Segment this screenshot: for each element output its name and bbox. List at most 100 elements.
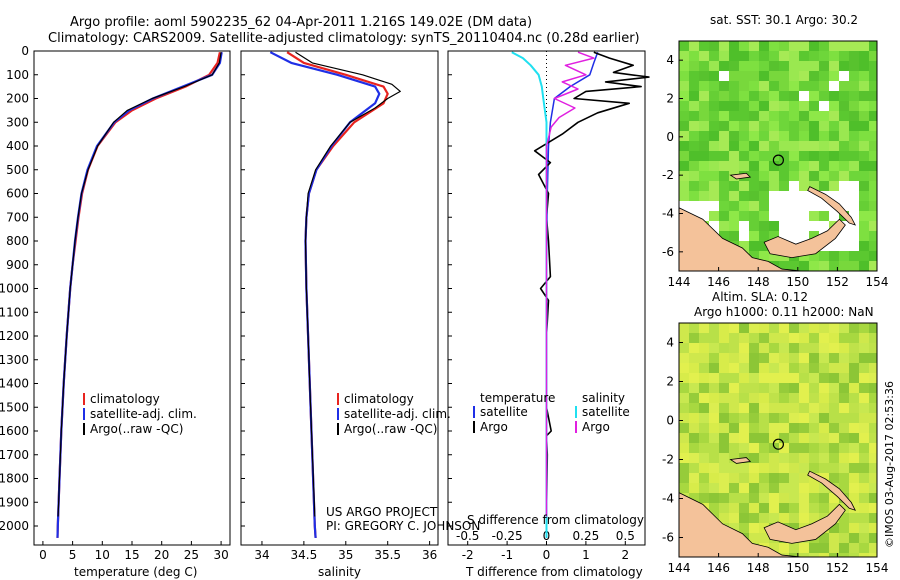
map-cell: [759, 131, 770, 142]
map-cell: [869, 131, 877, 142]
map-cell: [759, 181, 770, 192]
map-cell: [709, 443, 720, 454]
map-cell: [769, 503, 780, 514]
map-cell: [779, 201, 790, 212]
map-cell: [689, 171, 700, 182]
map-cell: [719, 111, 730, 122]
map-cell: [719, 423, 730, 434]
land-new-britain: [763, 218, 846, 258]
map-cell: [849, 383, 860, 394]
map-cell: [729, 373, 740, 384]
map-cell: [849, 191, 860, 202]
map-cell: [739, 493, 750, 504]
map-cell: [859, 533, 870, 544]
map-cell: [769, 393, 780, 404]
map-frame: [678, 40, 878, 272]
map-cell: [729, 71, 740, 82]
map-cell: [869, 211, 877, 222]
map-cell: [729, 423, 740, 434]
map-cell: [699, 493, 710, 504]
salinity-xlabel: salinity: [318, 565, 361, 579]
map-cell: [819, 41, 830, 52]
map-cell: [859, 343, 870, 354]
map-cell: [689, 111, 700, 122]
map-cell: [819, 393, 830, 404]
map-cell: [779, 81, 790, 92]
map-cell: [679, 363, 690, 374]
map-cell: [799, 71, 810, 82]
map-cell: [719, 373, 730, 384]
map-cell: [739, 91, 750, 102]
map-cell: [679, 141, 690, 152]
map-y-tick-label: 2: [666, 92, 674, 106]
map-cell: [709, 353, 720, 364]
map-cell: [759, 91, 770, 102]
map-cell: [749, 433, 760, 444]
map-cell: [719, 81, 730, 92]
map-cell: [809, 503, 820, 514]
map-cell: [869, 463, 877, 474]
map-cell: [749, 241, 760, 252]
map-cell: [729, 81, 740, 92]
map-cell: [709, 171, 720, 182]
map-cell: [699, 121, 710, 132]
map-cell: [689, 131, 700, 142]
map-cell: [829, 463, 840, 474]
map-cell: [789, 423, 800, 434]
map-cell: [849, 463, 860, 474]
map-cell: [849, 81, 860, 92]
difference-legend: temperature satellite Argo salinity sate…: [473, 391, 630, 434]
map-cell: [829, 131, 840, 142]
map-cell: [779, 61, 790, 72]
map-cell: [769, 323, 780, 334]
map-cell: [799, 171, 810, 182]
map-cell: [789, 141, 800, 152]
map-cell: [679, 373, 690, 384]
map-cell: [869, 453, 877, 464]
map-cell: [819, 483, 830, 494]
map-cell: [749, 121, 760, 132]
map-cell: [789, 333, 800, 344]
map-cell: [719, 403, 730, 414]
map-cell: [839, 533, 850, 544]
map-cell: [769, 61, 780, 72]
map-cell: [769, 141, 780, 152]
map-cell: [799, 191, 810, 202]
map-cell: [739, 181, 750, 192]
map-cell: [799, 201, 810, 212]
map-cell: [679, 121, 690, 132]
float-position-marker: [772, 438, 784, 450]
map-cell: [749, 403, 760, 414]
map-cell: [719, 101, 730, 112]
map-cell: [779, 353, 790, 364]
map-cell: [689, 443, 700, 454]
map-cell: [729, 111, 740, 122]
map-cell: [689, 493, 700, 504]
map-cell: [749, 251, 760, 262]
x-tick-label: 25: [184, 548, 199, 562]
map-cell: [699, 201, 710, 212]
map-cell: [679, 41, 690, 52]
map-cell: [699, 403, 710, 414]
map-cell: [749, 191, 760, 202]
map-cell: [859, 463, 870, 474]
map-cell: [769, 513, 780, 524]
map-cell: [799, 61, 810, 72]
map-cell: [849, 221, 860, 232]
map-cell: [749, 333, 760, 344]
s-diff-tick-label: -0.5: [456, 529, 479, 543]
map-cell: [849, 523, 860, 534]
map-cell: [729, 323, 740, 334]
map-cell: [839, 523, 850, 534]
legend-label-s-argo: Argo: [582, 420, 610, 434]
map-cell: [839, 323, 850, 334]
depth-tick-label: 500: [6, 163, 29, 177]
map-cell: [679, 201, 690, 212]
map-cell: [859, 423, 870, 434]
map-cell: [759, 191, 770, 202]
map-cell: [859, 333, 870, 344]
map-cell: [819, 201, 830, 212]
map-cell: [789, 453, 800, 464]
map-cell: [829, 251, 840, 262]
map-x-tick-label: 144: [668, 561, 691, 575]
